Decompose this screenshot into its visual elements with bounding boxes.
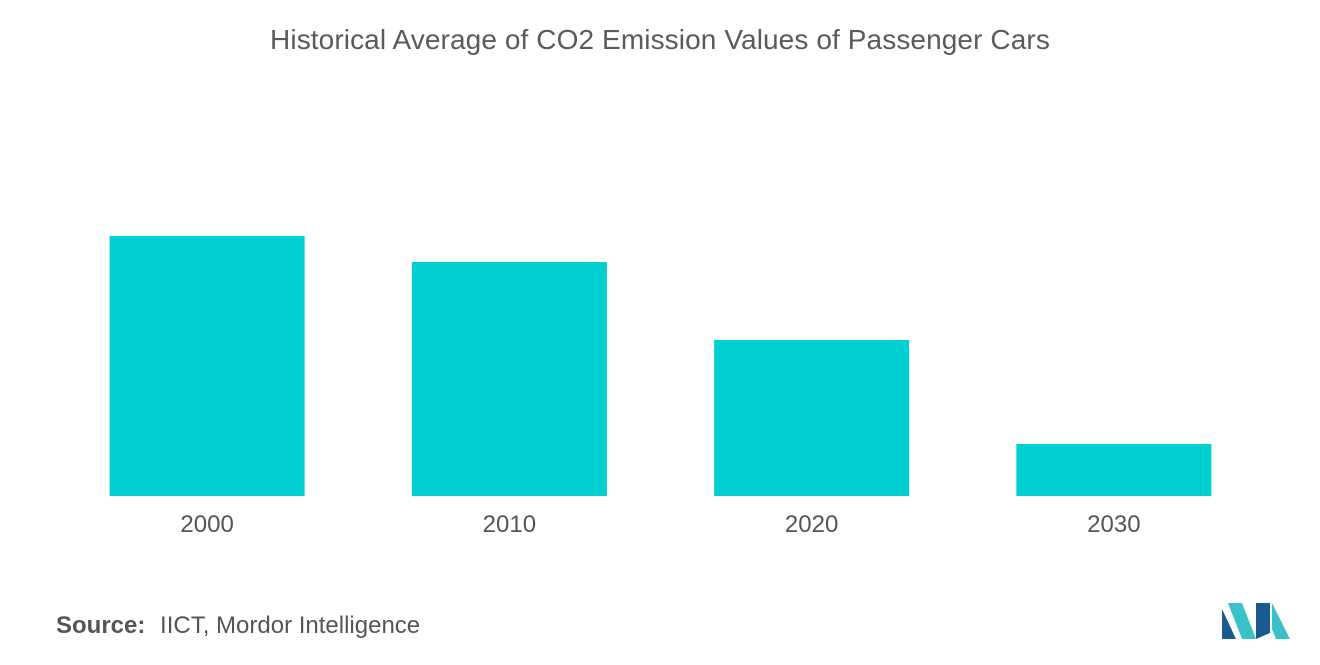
logo-mid-right-shape: [1256, 603, 1270, 639]
x-tick-label-2030: 2030: [1087, 511, 1140, 538]
x-tick-label-2020: 2020: [785, 511, 838, 538]
bar-2030: [1016, 444, 1212, 496]
x-tick-label-2000: 2000: [180, 511, 233, 538]
chart-title: Historical Average of CO2 Emission Value…: [270, 24, 1050, 55]
mordor-intelligence-logo-icon: [1222, 603, 1290, 639]
source-note: Source: IICT, Mordor Intelligence: [56, 612, 420, 640]
logo-right-shape: [1272, 603, 1290, 639]
logo-mid-left-shape: [1228, 603, 1256, 639]
logo-left-shape: [1222, 609, 1236, 639]
source-label: Source:: [56, 612, 146, 639]
x-tick-label-2010: 2010: [483, 511, 536, 538]
bar-2010: [411, 262, 607, 496]
bar-2020: [714, 340, 910, 496]
source-text: IICT, Mordor Intelligence: [160, 612, 421, 639]
bar-2000: [109, 236, 305, 496]
